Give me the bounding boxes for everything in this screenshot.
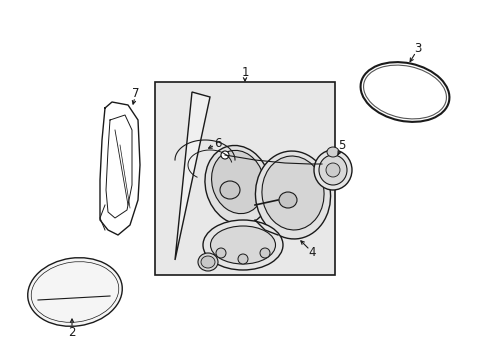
Ellipse shape: [210, 226, 275, 264]
Ellipse shape: [204, 145, 270, 225]
Text: 7: 7: [132, 86, 140, 99]
Ellipse shape: [326, 147, 338, 157]
Ellipse shape: [220, 181, 240, 199]
Ellipse shape: [262, 156, 324, 230]
Ellipse shape: [238, 254, 247, 264]
Ellipse shape: [216, 248, 225, 258]
Ellipse shape: [325, 163, 339, 177]
Polygon shape: [175, 92, 209, 260]
Ellipse shape: [313, 150, 351, 190]
Text: 3: 3: [413, 41, 421, 54]
Ellipse shape: [318, 155, 346, 185]
Text: 5: 5: [338, 139, 345, 152]
Ellipse shape: [211, 150, 264, 213]
Text: 6: 6: [214, 136, 221, 149]
Ellipse shape: [260, 248, 269, 258]
Text: 4: 4: [307, 246, 315, 258]
Ellipse shape: [279, 192, 296, 208]
Text: 1: 1: [241, 66, 248, 78]
Text: 2: 2: [68, 325, 76, 338]
Ellipse shape: [203, 220, 283, 270]
Ellipse shape: [198, 253, 218, 271]
Ellipse shape: [28, 258, 122, 326]
Ellipse shape: [360, 62, 448, 122]
Ellipse shape: [201, 256, 215, 268]
Ellipse shape: [221, 151, 228, 159]
Ellipse shape: [255, 151, 330, 239]
Bar: [155, 82, 334, 275]
